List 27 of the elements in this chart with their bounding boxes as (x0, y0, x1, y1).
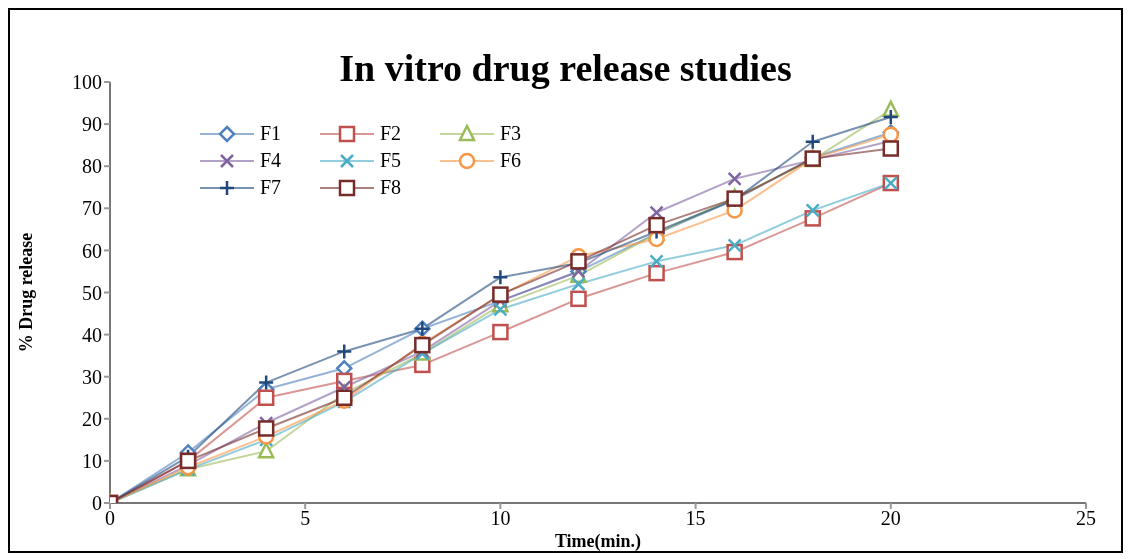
legend-label: F8 (380, 176, 402, 199)
x-tick-label: 15 (685, 507, 706, 530)
y-axis-title: % Drug release (16, 232, 37, 353)
legend-label: F3 (500, 122, 522, 145)
x-axis-title: Time(min.) (554, 531, 642, 552)
y-tick-label: 80 (82, 155, 102, 178)
legend-label: F4 (260, 149, 282, 172)
y-tick-label: 40 (82, 323, 102, 346)
x-tick-label: 25 (1076, 507, 1096, 530)
legend-label: F7 (260, 176, 282, 199)
y-tick-label: 70 (82, 197, 102, 220)
y-tick-label: 10 (82, 450, 102, 472)
legend-label: F1 (260, 122, 282, 145)
y-tick-label: 30 (82, 365, 102, 388)
x-tick-label: 5 (300, 507, 311, 530)
legend-label: F6 (500, 149, 522, 172)
legend-label: F2 (380, 122, 402, 145)
y-tick-label: 50 (82, 281, 102, 304)
y-tick-label: 60 (82, 239, 102, 262)
y-tick-label: 100 (72, 71, 102, 94)
x-tick-label: 20 (880, 507, 901, 530)
x-tick-label: 10 (490, 507, 511, 530)
y-tick-label: 90 (82, 113, 102, 136)
legend-label: F5 (380, 149, 402, 172)
y-tick-label: 0 (92, 492, 102, 515)
chart-title: In vitro drug release studies (339, 47, 792, 89)
y-tick-label: 20 (82, 407, 102, 430)
